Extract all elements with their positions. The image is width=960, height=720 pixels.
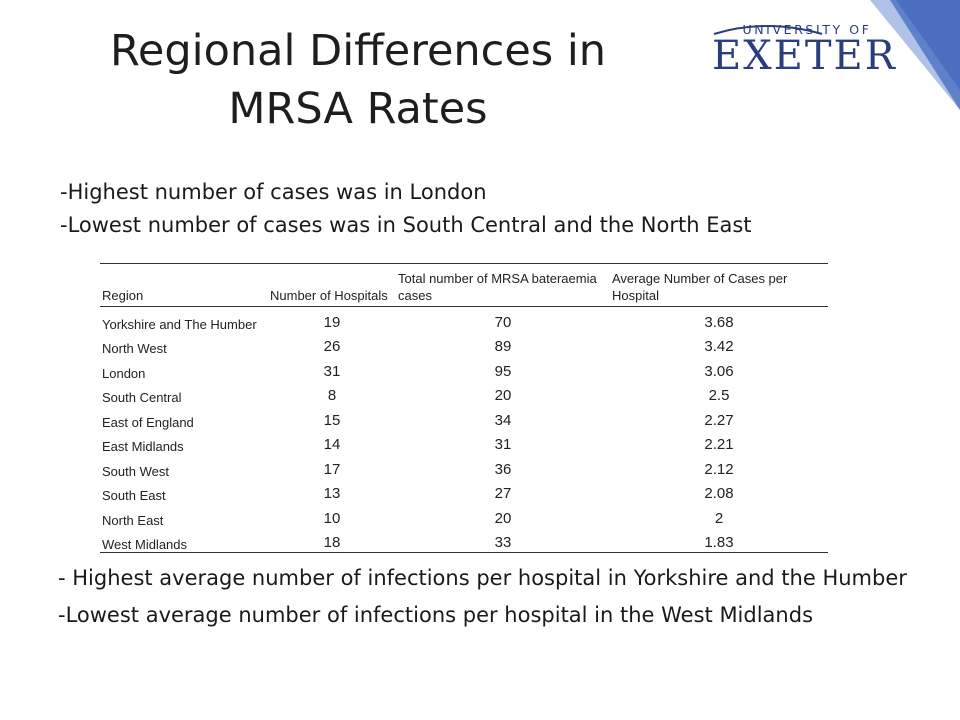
bullet-highest-average: - Highest average number of infections p…	[58, 566, 907, 590]
cell-average: 1.83	[704, 534, 734, 551]
cell-hospitals: 8	[327, 387, 337, 404]
cell-average: 2.27	[704, 411, 734, 429]
logo-swoosh-icon	[713, 25, 823, 35]
cell-cases: 20	[494, 509, 512, 527]
cell-region: West Midlands	[102, 537, 188, 552]
cell-cases: 31	[494, 436, 512, 453]
cell-hospitals: 13	[323, 485, 341, 502]
table-row: South West 17 36 2.12	[100, 454, 828, 479]
slide-title: Regional Differences in MRSA Rates	[58, 22, 658, 138]
cell-average: 2	[714, 509, 724, 527]
table-row: South East 13 27 2.08	[100, 479, 828, 504]
cell-hospitals: 15	[323, 411, 341, 429]
cell-cases: 33	[494, 534, 512, 551]
cell-hospitals: 17	[323, 460, 341, 478]
cell-hospitals: 19	[323, 313, 341, 331]
cell-hospitals: 14	[323, 436, 341, 453]
university-logo: UNIVERSITY OF EXETER	[712, 22, 897, 82]
cell-region: East Midlands	[102, 439, 184, 454]
cell-cases: 20	[494, 387, 512, 404]
cell-hospitals: 31	[323, 362, 341, 380]
cell-hospitals: 10	[323, 509, 341, 527]
cell-average: 3.68	[704, 313, 734, 331]
cell-region: Yorkshire and The Humber	[102, 316, 257, 332]
cell-hospitals: 18	[323, 534, 341, 551]
table-row: South Central 8 20 2.5	[100, 381, 828, 406]
cell-average: 2.08	[704, 485, 734, 502]
bottom-bullet-list: - Highest average number of infections p…	[58, 563, 938, 631]
cell-cases: 27	[494, 485, 512, 502]
header-hospitals: Number of Hospitals	[270, 288, 388, 303]
table-row: East Midlands 14 31 2.21	[100, 430, 828, 455]
table-row: West Midlands 18 33 1.83	[100, 528, 828, 553]
cell-region: South East	[102, 488, 166, 503]
cell-region: London	[102, 365, 146, 381]
bullet-lowest-cases: -Lowest number of cases was in South Cen…	[60, 213, 752, 237]
table-row: Yorkshire and The Humber 19 70 3.68	[100, 307, 828, 332]
top-bullet-list: -Highest number of cases was in London -…	[60, 176, 940, 242]
header-cases: Total number of MRSA bateraemia cases	[398, 271, 597, 303]
table-row: North West 26 89 3.42	[100, 332, 828, 357]
header-region: Region	[102, 288, 144, 303]
cell-average: 3.42	[704, 338, 734, 355]
logo-word: EXETER	[712, 33, 897, 79]
table-row: North East 10 20 2	[100, 503, 828, 528]
cell-cases: 36	[494, 460, 512, 478]
slide-title-line2: MRSA Rates	[228, 84, 488, 134]
cell-region: South West	[102, 463, 169, 479]
table-header-row: Region Number of Hospitals Total number …	[100, 263, 828, 307]
cell-average: 2.21	[704, 436, 734, 453]
cell-cases: 70	[494, 313, 512, 331]
cell-region: South Central	[102, 390, 182, 405]
cell-average: 2.12	[704, 460, 734, 478]
cell-region: East of England	[102, 414, 194, 430]
corner-accent-band	[870, 0, 960, 110]
cell-average: 2.5	[708, 387, 730, 404]
cell-region: North West	[102, 341, 167, 356]
cell-cases: 95	[494, 362, 512, 380]
mrsa-regional-table: Region Number of Hospitals Total number …	[100, 263, 828, 553]
cell-cases: 34	[494, 411, 512, 429]
header-average: Average Number of Cases per Hospital	[612, 271, 788, 303]
cell-hospitals: 26	[323, 338, 341, 355]
bullet-highest-cases: -Highest number of cases was in London	[60, 180, 487, 204]
table-row: London 31 95 3.06	[100, 356, 828, 381]
slide-title-line1: Regional Differences in	[109, 26, 607, 76]
bullet-lowest-average: -Lowest average number of infections per…	[58, 603, 814, 627]
table-row: East of England 15 34 2.27	[100, 405, 828, 430]
cell-average: 3.06	[704, 362, 734, 380]
cell-region: North East	[102, 512, 164, 528]
cell-cases: 89	[494, 338, 512, 355]
